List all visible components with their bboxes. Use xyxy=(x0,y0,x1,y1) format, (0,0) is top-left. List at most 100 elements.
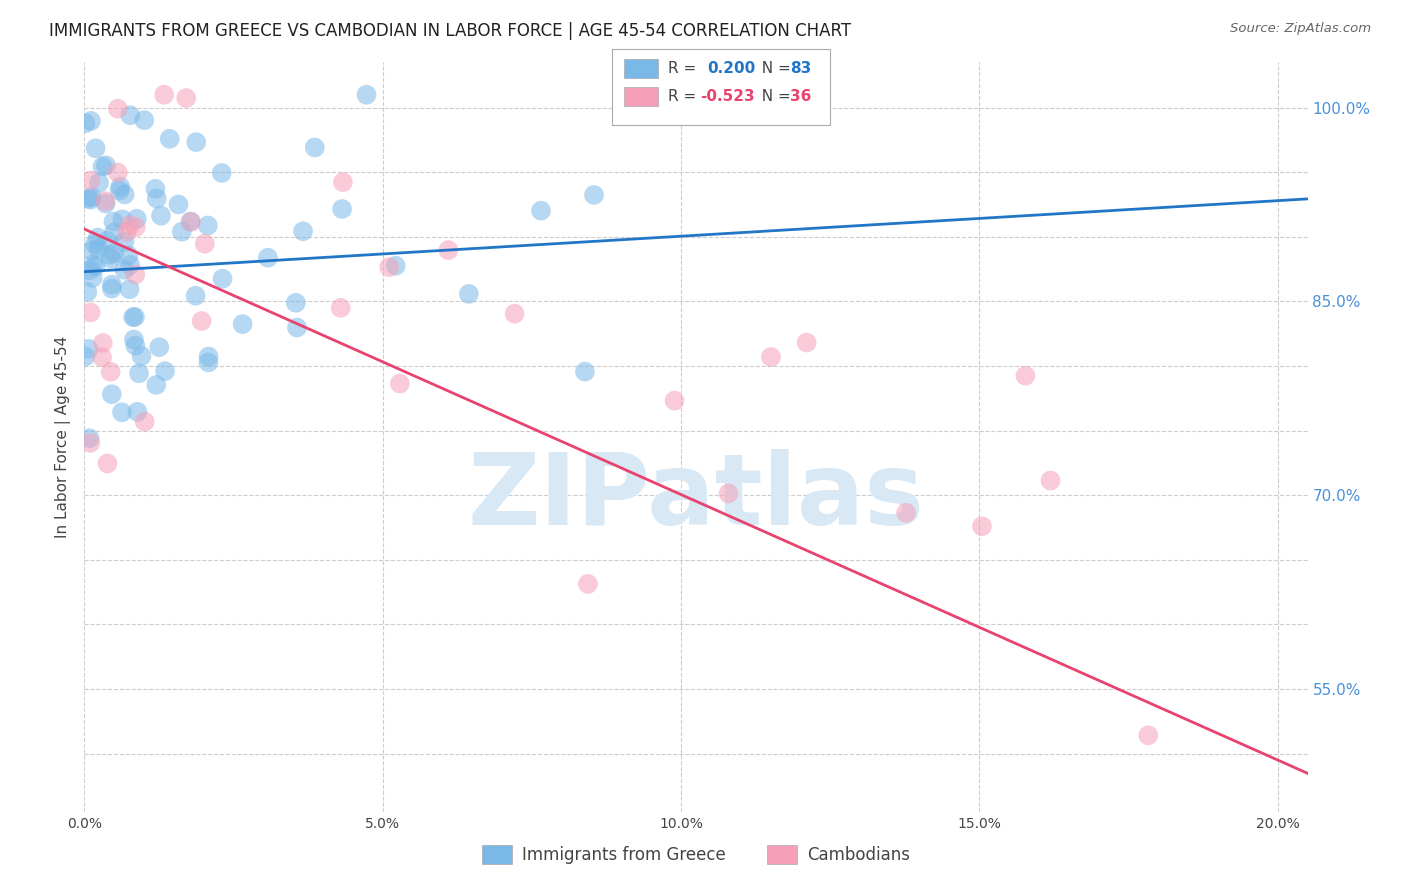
Text: 36: 36 xyxy=(790,89,811,103)
Point xyxy=(77,342,100,356)
Point xyxy=(120,108,142,122)
Point xyxy=(304,140,326,154)
Point xyxy=(232,317,254,331)
Point xyxy=(174,91,197,105)
Point xyxy=(127,405,149,419)
Point xyxy=(125,211,148,226)
Point xyxy=(112,235,135,249)
Point xyxy=(153,87,176,102)
Point xyxy=(167,197,190,211)
Point xyxy=(100,365,122,379)
Point xyxy=(574,365,596,379)
Point xyxy=(759,350,782,364)
Point xyxy=(101,282,124,296)
Point xyxy=(658,87,681,102)
Point xyxy=(503,307,526,321)
Text: -0.523: -0.523 xyxy=(700,89,755,103)
Point xyxy=(79,263,101,277)
Text: IMMIGRANTS FROM GREECE VS CAMBODIAN IN LABOR FORCE | AGE 45-54 CORRELATION CHART: IMMIGRANTS FROM GREECE VS CAMBODIAN IN L… xyxy=(49,22,852,40)
Point xyxy=(96,234,118,248)
Point xyxy=(114,263,136,277)
Point xyxy=(87,176,110,190)
Point xyxy=(94,194,117,209)
Text: 83: 83 xyxy=(790,62,811,76)
Point xyxy=(194,236,217,251)
Point xyxy=(134,113,156,128)
Point xyxy=(1137,728,1160,742)
Point xyxy=(657,87,679,102)
Point xyxy=(184,288,207,302)
Point xyxy=(582,188,605,202)
Point xyxy=(118,218,141,232)
Point xyxy=(388,376,411,391)
Point xyxy=(79,431,101,445)
Point xyxy=(148,340,170,354)
Point xyxy=(103,226,125,240)
Y-axis label: In Labor Force | Age 45-54: In Labor Force | Age 45-54 xyxy=(55,336,72,538)
Point xyxy=(145,378,167,392)
Point xyxy=(211,271,233,285)
Point xyxy=(79,305,101,319)
Point xyxy=(87,242,110,256)
Point xyxy=(84,141,107,155)
Text: ZIPatlas: ZIPatlas xyxy=(468,449,924,546)
Point xyxy=(120,258,142,272)
Point xyxy=(329,301,352,315)
Point xyxy=(103,246,125,260)
Point xyxy=(80,114,103,128)
Point xyxy=(197,350,219,364)
Text: N =: N = xyxy=(752,62,796,76)
Point xyxy=(180,215,202,229)
Point xyxy=(796,335,818,350)
Point xyxy=(100,252,122,266)
Point xyxy=(107,165,129,179)
Point xyxy=(91,160,114,174)
Point xyxy=(115,225,138,239)
Point xyxy=(108,184,131,198)
Point xyxy=(284,295,307,310)
Point xyxy=(285,320,308,334)
Point xyxy=(378,260,401,275)
Text: 0.200: 0.200 xyxy=(707,62,755,76)
Text: R =: R = xyxy=(668,89,702,103)
Point xyxy=(145,192,167,206)
Point xyxy=(122,333,145,347)
Point xyxy=(80,190,103,204)
Text: Source: ZipAtlas.com: Source: ZipAtlas.com xyxy=(1230,22,1371,36)
Point xyxy=(257,251,280,265)
Point xyxy=(211,166,233,180)
Point xyxy=(356,87,378,102)
Point xyxy=(134,415,156,429)
Point xyxy=(190,314,212,328)
Point xyxy=(125,220,148,235)
Point xyxy=(103,214,125,228)
Point xyxy=(457,286,479,301)
Point xyxy=(179,214,201,228)
Point xyxy=(149,209,172,223)
Point xyxy=(170,225,193,239)
Point xyxy=(330,202,353,216)
Point xyxy=(91,350,114,364)
Point xyxy=(159,132,181,146)
Point xyxy=(197,219,219,233)
Point xyxy=(76,285,98,299)
Point xyxy=(894,506,917,520)
Point xyxy=(145,182,167,196)
Point xyxy=(118,282,141,296)
Point xyxy=(80,244,103,258)
Point xyxy=(96,457,118,471)
Point xyxy=(94,158,117,172)
Point xyxy=(82,270,104,285)
Point xyxy=(83,237,105,252)
Point xyxy=(576,577,599,591)
Point xyxy=(79,193,101,207)
Point xyxy=(101,277,124,292)
Point xyxy=(970,519,993,533)
Point xyxy=(75,350,97,364)
Text: R =: R = xyxy=(668,62,706,76)
Point xyxy=(101,387,124,401)
Point xyxy=(111,405,134,419)
Point xyxy=(87,230,110,244)
Point xyxy=(437,243,460,257)
Point xyxy=(91,336,114,351)
